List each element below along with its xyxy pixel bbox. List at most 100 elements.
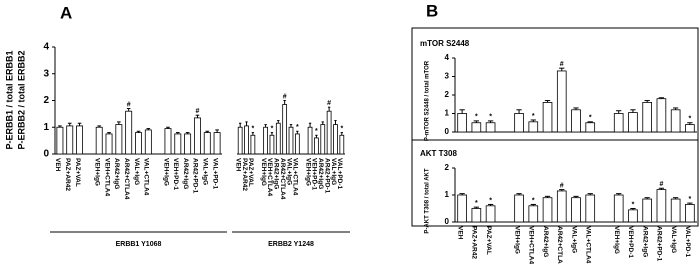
significance-mark: *	[689, 116, 692, 123]
bar	[307, 126, 313, 155]
significance-mark: #	[127, 101, 131, 108]
x-tick-label: VAL+IgG	[670, 226, 677, 253]
chart-title: AKT T308	[420, 149, 457, 158]
y-tick-label: 1	[43, 122, 49, 133]
x-tick-label: PAZ+VAL	[247, 158, 254, 187]
significance-mark: *	[689, 196, 692, 203]
bar	[471, 208, 482, 223]
bar	[144, 129, 152, 155]
x-tick-label: VAL+CTLA4	[585, 226, 592, 264]
bar	[66, 125, 74, 155]
x-tick-label: VEH+PD-1	[172, 158, 179, 190]
x-tick-label: PAZ+VAL	[485, 226, 492, 255]
x-tick-label: AR42+IgG	[113, 158, 120, 189]
y-tick-label: 1	[445, 109, 450, 118]
bar	[203, 132, 211, 155]
bar	[294, 133, 300, 155]
bar	[237, 126, 243, 155]
bar	[275, 122, 281, 155]
x-tick-label: AR42+CTLA4	[279, 158, 286, 200]
x-tick-label: VAL+IgG	[202, 158, 209, 185]
x-tick-label: VAL+CTLA4	[292, 158, 299, 196]
x-tick-label: AR42+IgG	[182, 158, 189, 189]
significance-mark: *	[489, 197, 492, 204]
y-tick-label: 3	[43, 68, 49, 79]
x-tick-label: VEH	[234, 158, 241, 172]
y-tick-label: 0	[445, 127, 450, 136]
x-tick-label: VAL+PD-1	[336, 158, 343, 190]
significance-mark: #	[560, 61, 564, 68]
bar	[288, 126, 294, 155]
bar	[585, 122, 596, 133]
bar	[250, 134, 256, 155]
x-tick-label: VEH+IgG	[260, 158, 267, 186]
significance-mark: *	[475, 114, 478, 121]
bar	[670, 198, 681, 223]
x-tick-label: VAL+IgG	[330, 158, 337, 185]
x-tick-label: VAL+IgG	[285, 158, 292, 185]
x-tick-label: PAZ+AR42	[471, 226, 478, 259]
bar	[164, 128, 172, 155]
x-tick-label: VAL+PD-1	[684, 226, 691, 258]
y-tick-label: 0	[43, 149, 49, 160]
y-axis-label: P-mTOR S2448 / total mTOR	[425, 60, 431, 141]
bar	[642, 198, 652, 223]
x-tick-label: VEH+PD-1	[627, 226, 634, 258]
significance-mark: #	[283, 93, 287, 100]
x-tick-label: VEH+IgG	[304, 158, 311, 186]
x-tick-label: AR42+IgG	[542, 226, 549, 257]
significance-mark: *	[271, 125, 274, 132]
x-tick-label: AR42+PD-1	[192, 158, 199, 194]
y-axis-label: P-AKT T308 / total AKT	[425, 168, 431, 233]
significance-mark: *	[632, 201, 635, 208]
bar	[528, 121, 539, 133]
y-axis-label: P-ERBB2 / total ERBB2	[16, 50, 26, 149]
bar	[556, 70, 567, 133]
x-tick-label: AR42+IgG	[641, 226, 648, 257]
bar	[193, 117, 201, 155]
significance-mark: *	[315, 128, 318, 135]
x-tick-label: VEH+PD-1	[311, 158, 318, 190]
bar	[514, 194, 524, 223]
x-tick-label: VAL+IgG	[570, 226, 577, 253]
bar	[339, 134, 345, 155]
bar	[269, 134, 275, 155]
group-label: ERBB1 Y1068	[116, 241, 162, 248]
y-tick-label: 4	[43, 42, 49, 53]
bar	[571, 197, 581, 223]
x-tick-label: AR42+IgG	[317, 158, 324, 189]
bar	[628, 209, 638, 223]
bar	[585, 194, 596, 223]
bar	[656, 189, 667, 223]
panel-label: A	[60, 3, 72, 22]
significance-mark: *	[296, 124, 299, 131]
significance-mark: #	[327, 100, 331, 107]
bar	[314, 137, 319, 155]
y-tick-label: 0	[445, 217, 450, 226]
bar	[76, 125, 84, 155]
significance-mark: *	[532, 113, 535, 120]
x-tick-label: PAZ+AR42	[64, 158, 71, 191]
x-tick-label: VEH	[54, 158, 61, 172]
significance-mark: #	[195, 108, 199, 115]
bar	[613, 113, 624, 133]
bar	[613, 194, 624, 223]
bar	[457, 113, 467, 133]
bar	[571, 109, 581, 133]
x-tick-label: PAZ+AR42	[241, 158, 248, 191]
bar	[115, 124, 123, 155]
bar	[184, 133, 192, 155]
bar	[556, 190, 567, 223]
x-tick-label: VAL+PD-1	[211, 158, 218, 190]
significance-mark: #	[560, 182, 564, 189]
bar	[542, 197, 553, 223]
y-tick-label: 3	[445, 72, 450, 81]
bar	[628, 112, 638, 133]
bar	[528, 205, 539, 223]
x-tick-label: VEH+IgG	[513, 226, 520, 254]
x-tick-label: AR42+PD-1	[323, 158, 330, 194]
bar	[282, 104, 288, 155]
x-tick-label: VEH+IgG	[93, 158, 100, 186]
panel-label: B	[426, 1, 438, 20]
group-label: ERBB2 Y1248	[268, 241, 314, 248]
